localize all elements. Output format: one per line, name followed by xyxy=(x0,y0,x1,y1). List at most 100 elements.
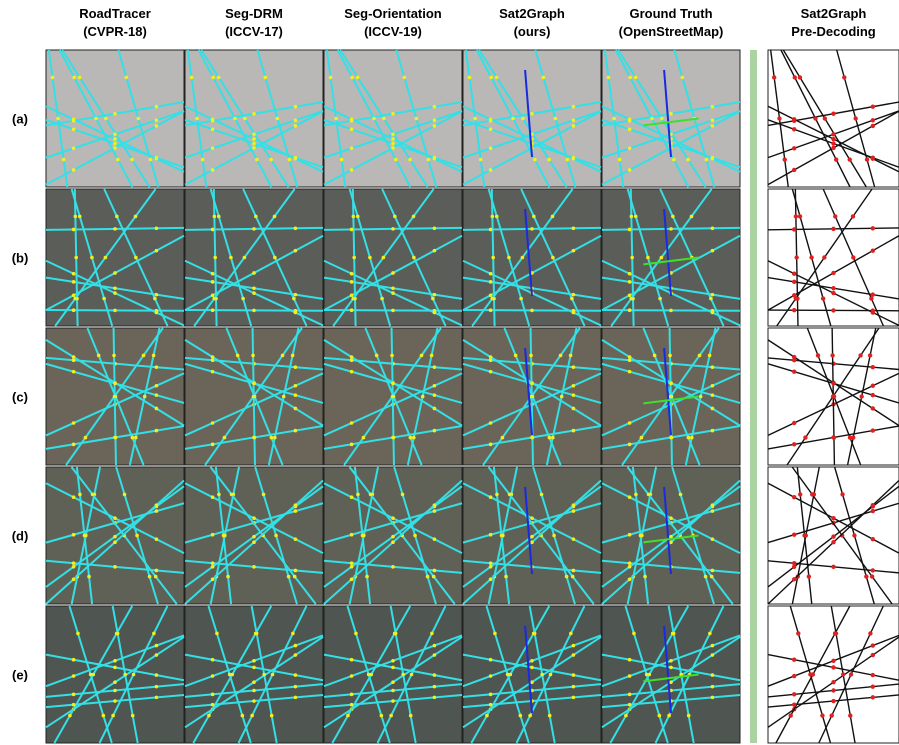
vertex xyxy=(831,665,836,670)
vertex xyxy=(154,292,159,297)
vertex xyxy=(408,713,413,718)
vertex xyxy=(709,574,714,579)
vertex xyxy=(130,157,134,162)
vertex xyxy=(831,141,836,146)
vertex xyxy=(71,421,76,425)
vertex xyxy=(792,657,797,662)
vertex xyxy=(870,118,875,123)
vertex xyxy=(627,577,632,582)
vertex xyxy=(658,296,662,301)
vertex xyxy=(216,75,221,80)
vertex xyxy=(627,657,632,662)
vertex xyxy=(867,353,873,358)
vertex xyxy=(547,435,552,440)
vertex xyxy=(215,631,219,636)
vertex xyxy=(831,286,836,291)
vertex xyxy=(831,534,836,539)
vertex xyxy=(432,537,437,541)
vertex xyxy=(851,255,856,260)
vertex xyxy=(488,280,493,284)
vertex xyxy=(217,492,221,497)
vertex xyxy=(796,631,801,636)
vertex xyxy=(820,296,826,301)
vertex xyxy=(349,564,354,569)
vertex xyxy=(831,688,836,693)
vertex xyxy=(548,672,553,677)
vertex xyxy=(792,75,797,80)
cell-background xyxy=(767,605,899,744)
vertex xyxy=(473,116,477,121)
vertex xyxy=(870,406,875,411)
vertex xyxy=(559,394,564,399)
vertex xyxy=(571,104,576,109)
vertex xyxy=(339,157,344,162)
highlight-road xyxy=(663,625,672,714)
vertex xyxy=(210,308,215,312)
vertex xyxy=(792,495,797,500)
vertex xyxy=(154,643,159,648)
vertex xyxy=(547,713,552,718)
vertex xyxy=(90,255,94,260)
vertex xyxy=(411,214,416,219)
vertex xyxy=(669,659,673,663)
vertex xyxy=(255,157,259,162)
vertex xyxy=(233,116,237,121)
vertex xyxy=(809,255,814,260)
row-label: (e) xyxy=(12,668,28,683)
vertex xyxy=(833,214,838,219)
cell-background xyxy=(184,605,324,744)
vertex xyxy=(77,214,82,219)
vertex xyxy=(870,508,875,514)
vertex xyxy=(707,353,712,358)
vertex xyxy=(280,353,285,358)
vertex xyxy=(632,631,636,636)
vertex xyxy=(210,271,215,276)
vertex xyxy=(328,75,333,80)
vertex xyxy=(710,248,715,253)
cell-background xyxy=(45,605,185,744)
vertex xyxy=(627,293,632,298)
vertex xyxy=(71,355,76,359)
vertex xyxy=(710,503,715,507)
vertex xyxy=(154,104,159,109)
image-cell xyxy=(601,49,741,188)
vertex xyxy=(293,393,298,397)
vertex xyxy=(229,255,233,260)
vertex xyxy=(365,574,369,579)
vertex xyxy=(467,75,472,80)
vertex xyxy=(293,155,298,160)
vertex xyxy=(356,492,360,497)
vertex xyxy=(488,564,493,569)
vertex xyxy=(391,141,395,146)
vertex xyxy=(154,653,159,657)
vertex xyxy=(564,574,569,579)
vertex xyxy=(130,435,135,440)
vertex xyxy=(349,577,354,582)
vertex xyxy=(350,75,354,80)
vertex xyxy=(432,248,437,253)
vertex xyxy=(571,537,576,541)
vertex xyxy=(698,394,703,399)
vertex xyxy=(242,255,247,260)
image-cell xyxy=(601,605,741,744)
vertex xyxy=(848,713,853,718)
vertex xyxy=(154,568,159,573)
highlight-road xyxy=(524,69,533,158)
vertex xyxy=(490,214,495,219)
vertex xyxy=(853,116,858,121)
vertex xyxy=(627,146,632,151)
image-cell xyxy=(601,188,741,327)
vertex xyxy=(355,214,360,219)
vertex xyxy=(349,532,354,537)
vertex xyxy=(241,296,245,301)
vertex xyxy=(334,116,338,121)
vertex xyxy=(803,533,809,538)
vertex xyxy=(792,358,797,363)
vertex xyxy=(831,698,836,704)
vertex xyxy=(831,381,836,386)
vertex xyxy=(494,75,499,80)
vertex xyxy=(210,293,215,298)
vertex xyxy=(829,713,834,718)
vertex xyxy=(154,226,159,231)
vertex xyxy=(792,354,797,360)
